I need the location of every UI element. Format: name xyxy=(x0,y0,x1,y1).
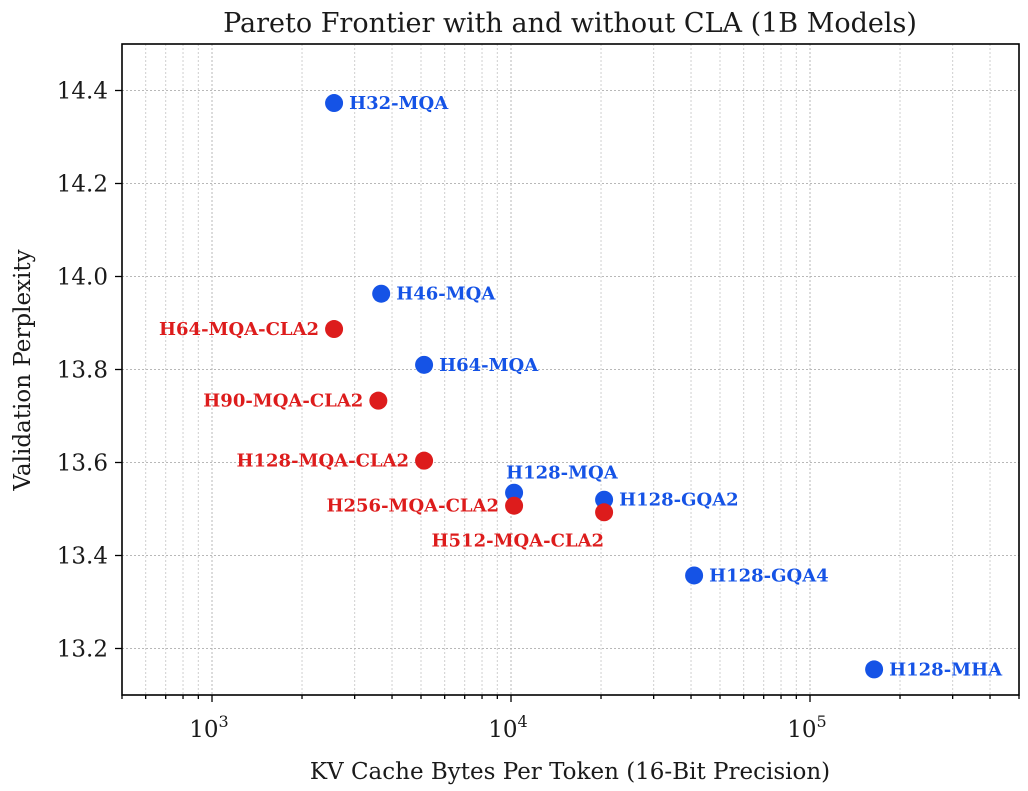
y-tick-label: 13.2 xyxy=(57,637,108,663)
data-point-h64-mqa-cla2 xyxy=(325,320,344,339)
point-label: H64-MQA xyxy=(439,355,539,376)
y-tick-label: 13.6 xyxy=(57,451,108,477)
axis-ticks: 103 104 105 13.2 13.4 13.6 13.8 14.0 14.2 14.4 xyxy=(57,79,1020,743)
point-label: H256-MQA-CLA2 xyxy=(327,496,500,517)
data-point-h128-mqa-cla2 xyxy=(415,451,434,470)
point-label: H128-MQA-CLA2 xyxy=(237,451,410,472)
y-tick-label: 14.4 xyxy=(57,79,108,105)
data-point-h46-mqa xyxy=(372,284,391,303)
y-axis-label: Validation Perplexity xyxy=(10,249,36,491)
data-point-h90-mqa-cla2 xyxy=(369,391,388,410)
data-point-h128-mqa xyxy=(505,483,524,502)
point-label: H32-MQA xyxy=(349,93,449,114)
point-label: H90-MQA-CLA2 xyxy=(203,391,363,412)
y-tick-label: 14.0 xyxy=(57,265,108,291)
data-point-h128-mha xyxy=(865,660,884,679)
data-point-h32-mqa xyxy=(325,94,344,113)
data-point-h64-mqa xyxy=(415,355,434,374)
data-point-h128-gqa2 xyxy=(595,490,614,509)
point-label: H128-GQA4 xyxy=(709,565,829,586)
x-tick-label: 105 xyxy=(787,712,826,743)
x-tick-label: 103 xyxy=(189,712,228,743)
point-label: H128-MQA xyxy=(506,463,619,484)
x-tick-label: 104 xyxy=(488,712,527,743)
data-point-h128-gqa4 xyxy=(685,566,704,585)
x-axis-label: KV Cache Bytes Per Token (16-Bit Precisi… xyxy=(310,759,830,785)
y-tick-label: 13.8 xyxy=(57,358,108,384)
grid-lines xyxy=(121,44,1020,695)
point-label: H128-GQA2 xyxy=(619,490,739,511)
data-point-h512-mqa-cla2 xyxy=(595,503,614,522)
y-tick-label: 14.2 xyxy=(57,172,108,198)
point-label: H512-MQA-CLA2 xyxy=(432,530,605,551)
point-label: H46-MQA xyxy=(396,284,496,305)
y-tick-label: 13.4 xyxy=(57,544,108,570)
chart-title: Pareto Frontier with and without CLA (1B… xyxy=(223,8,917,39)
point-label: H128-MHA xyxy=(889,659,1003,680)
point-label: H64-MQA-CLA2 xyxy=(159,319,319,340)
data-point-h256-mqa-cla2 xyxy=(505,496,524,515)
